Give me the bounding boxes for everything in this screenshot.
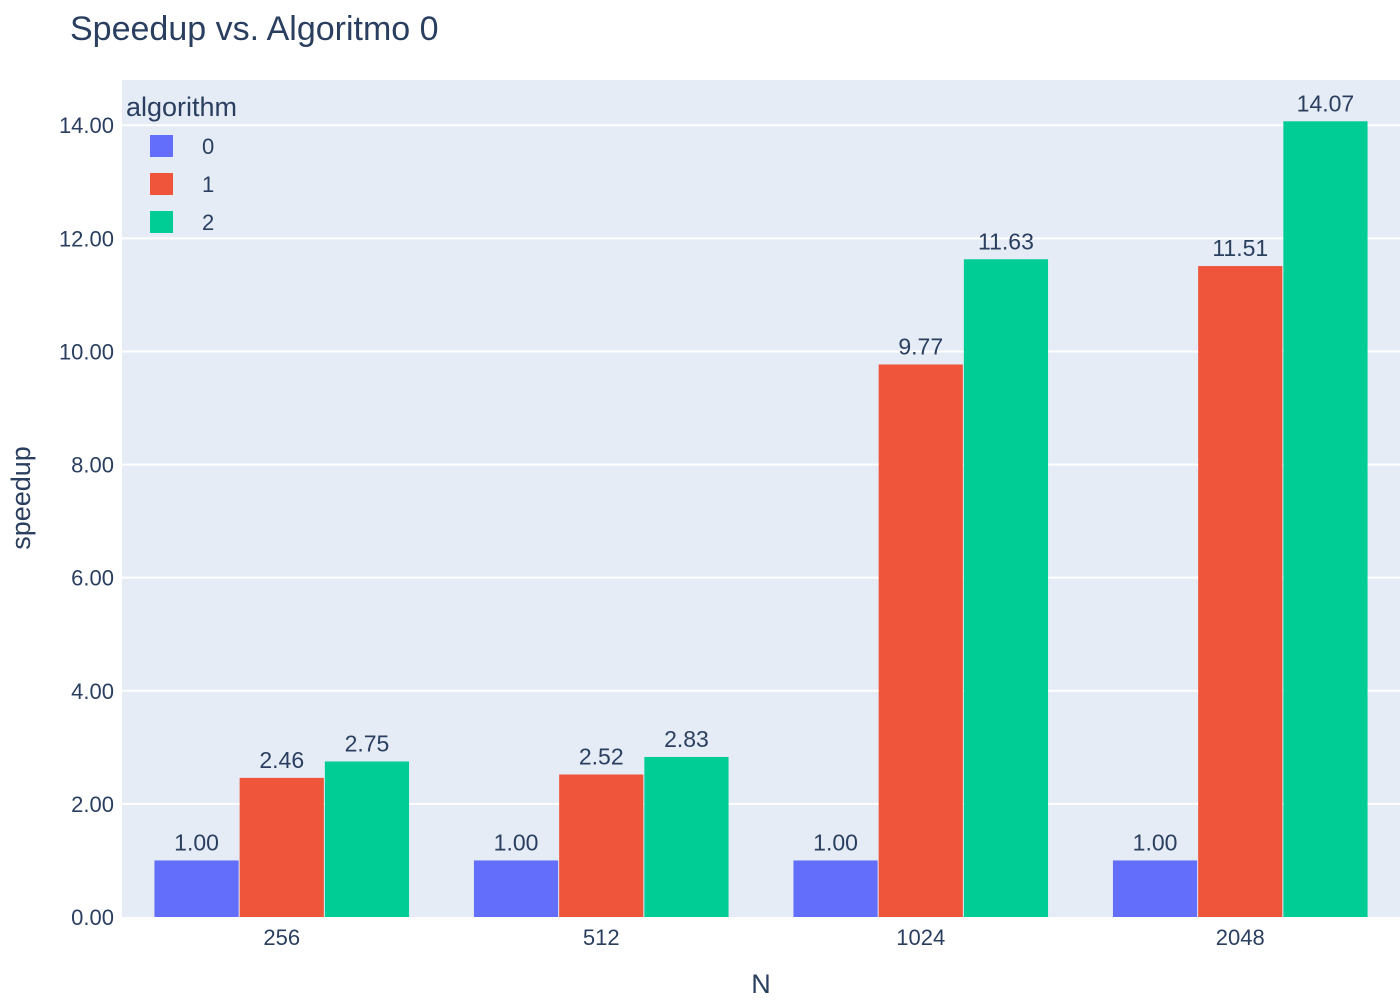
- bar-label: 2.75: [345, 730, 390, 756]
- legend-label-1[interactable]: 1: [202, 172, 214, 197]
- bar-series-1-2048: [1198, 266, 1283, 917]
- y-tick-label: 4.00: [71, 679, 114, 704]
- y-tick-label: 6.00: [71, 566, 114, 591]
- bar-series-0-2048: [1112, 860, 1198, 917]
- bar-series-2-1024: [963, 259, 1049, 917]
- bar-series-2-256: [324, 761, 410, 917]
- chart-title: Speedup vs. Algoritmo 0: [70, 10, 439, 48]
- bar-series-1-1024: [878, 364, 963, 917]
- legend: algorithm 0 1 2: [126, 92, 237, 235]
- y-tick-label: 2.00: [71, 792, 114, 817]
- bar-series-0-256: [154, 860, 239, 917]
- bar-label: 11.63: [978, 228, 1034, 254]
- x-axis-title: N: [751, 969, 771, 999]
- bar-series-0-512: [473, 860, 559, 917]
- x-axis-ticks: 256 512 1024 2048: [263, 925, 1264, 950]
- x-tick-label: 2048: [1216, 925, 1265, 950]
- y-tick-label: 12.00: [59, 226, 114, 251]
- bar-label: 11.51: [1212, 235, 1268, 261]
- bar-series-1-256: [239, 777, 324, 917]
- y-tick-label: 14.00: [59, 113, 114, 138]
- bar-series-2-512: [644, 756, 729, 917]
- bar-label: 2.52: [579, 743, 624, 769]
- bar-series-1-512: [559, 774, 644, 917]
- bar-series-2-2048: [1283, 121, 1368, 917]
- bar-labels: 1.00 2.46 2.75 1.00 2.52 2.83 1.00 9.77 11.63 1.0…: [174, 90, 1354, 855]
- bar-label: 2.83: [664, 726, 709, 752]
- bar-label: 1.00: [1133, 829, 1178, 855]
- x-tick-label: 256: [263, 925, 300, 950]
- x-tick-label: 1024: [896, 925, 945, 950]
- x-tick-label: 512: [583, 925, 620, 950]
- bar-label: 1.00: [174, 829, 219, 855]
- y-axis-ticks: 0.00 2.00 4.00 6.00 8.00 10.00 12.00 14.00: [59, 113, 114, 930]
- bar-label: 1.00: [494, 829, 539, 855]
- bar-label: 2.46: [259, 747, 304, 773]
- bars: [154, 121, 1368, 917]
- y-tick-label: 8.00: [71, 453, 114, 478]
- bar-label: 1.00: [813, 829, 858, 855]
- y-tick-label: 10.00: [59, 339, 114, 364]
- legend-swatch-2[interactable]: [150, 211, 173, 233]
- bar-label: 9.77: [898, 333, 943, 359]
- y-tick-label: 0.00: [71, 905, 114, 930]
- bar-label: 14.07: [1297, 90, 1355, 116]
- legend-swatch-1[interactable]: [150, 173, 173, 195]
- y-axis-title: speedup: [6, 446, 36, 550]
- legend-label-0[interactable]: 0: [202, 134, 214, 159]
- legend-label-2[interactable]: 2: [202, 210, 214, 235]
- bar-series-0-1024: [793, 860, 878, 917]
- legend-swatch-0[interactable]: [150, 135, 173, 157]
- legend-title: algorithm: [126, 92, 237, 122]
